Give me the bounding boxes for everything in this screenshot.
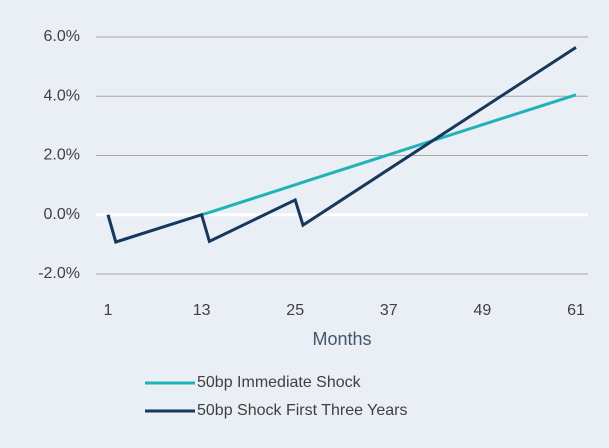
x-tick-label: 37 bbox=[380, 302, 398, 319]
series-line bbox=[106, 46, 577, 244]
y-tick-label: -2.0% bbox=[38, 265, 80, 282]
legend-label: 50bp Immediate Shock bbox=[197, 374, 362, 391]
x-tick-label: 13 bbox=[193, 302, 211, 319]
y-tick-label: 2.0% bbox=[44, 147, 80, 164]
y-tick-label: 4.0% bbox=[44, 87, 80, 104]
y-tick-label: 0.0% bbox=[44, 206, 80, 223]
x-tick-label: 1 bbox=[104, 302, 113, 319]
x-tick-label: 49 bbox=[474, 302, 492, 319]
y-tick-label: 6.0% bbox=[44, 28, 80, 45]
series-line bbox=[106, 93, 577, 244]
x-tick-label: 25 bbox=[286, 302, 304, 319]
x-axis-label: Months bbox=[312, 329, 371, 349]
x-tick-label: 61 bbox=[567, 302, 585, 319]
legend-label: 50bp Shock First Three Years bbox=[197, 402, 408, 419]
